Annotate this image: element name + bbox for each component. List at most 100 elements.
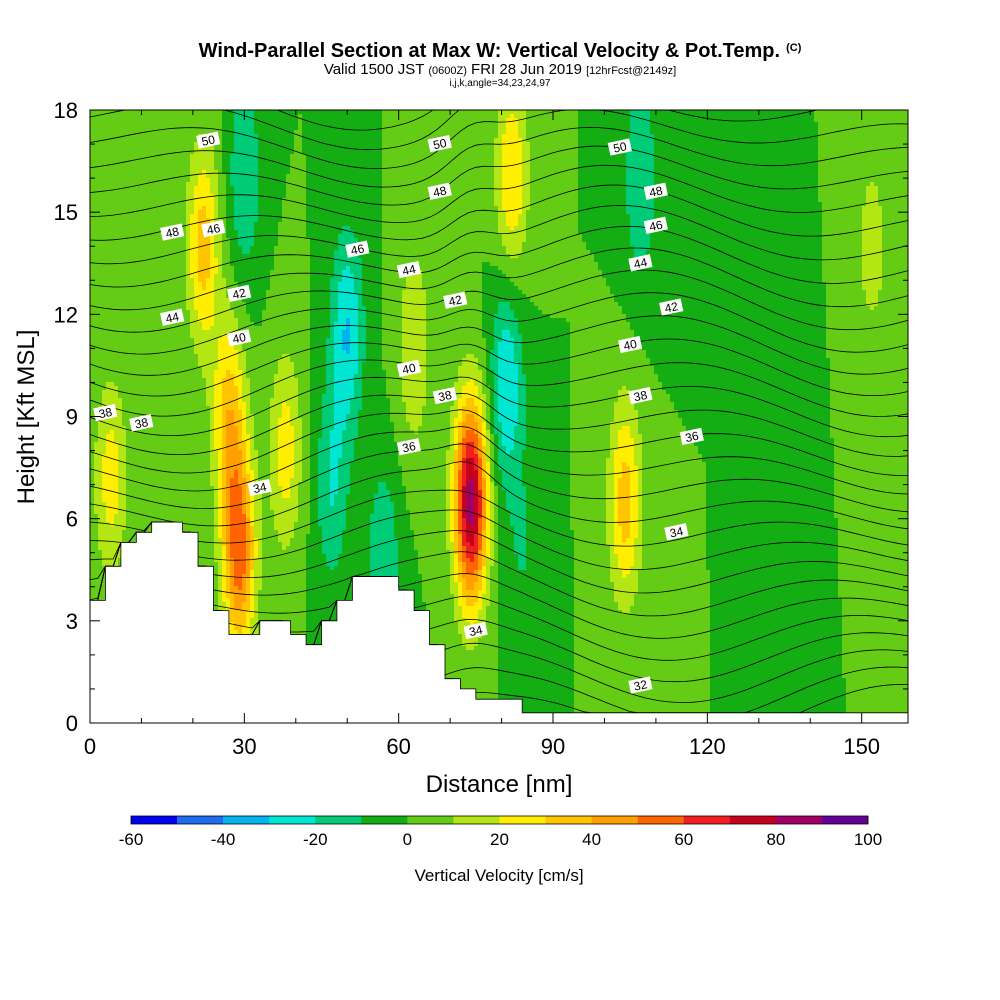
w-cell-3961 — [354, 186, 359, 191]
w-cell-939 — [566, 126, 571, 131]
w-cell-768 — [702, 122, 707, 127]
w-cell-1842 — [898, 142, 903, 147]
w-cell-3016 — [674, 166, 679, 171]
w-cell-1297 — [358, 134, 363, 139]
w-cell-2653 — [862, 158, 867, 163]
w-cell-353 — [682, 114, 687, 119]
w-cell-1138 — [542, 130, 547, 135]
w-cell-4114 — [146, 190, 151, 195]
w-cell-4583 — [382, 198, 387, 203]
w-cell-722 — [518, 122, 523, 127]
w-cell-1639 — [906, 138, 908, 143]
w-cell-557 — [678, 118, 683, 123]
w-cell-2022 — [798, 146, 803, 151]
w-cell-3273 — [882, 170, 887, 175]
w-cell-1891 — [274, 146, 279, 151]
w-cell-2788 — [582, 162, 587, 167]
w-cell-3894 — [906, 182, 908, 187]
w-cell-4943 — [182, 206, 187, 211]
w-cell-2380 — [590, 154, 595, 159]
w-cell-1372 — [658, 134, 663, 139]
w-cell-1417 — [838, 134, 843, 139]
w-cell-1347 — [558, 134, 563, 139]
w-cell-2038 — [862, 146, 867, 151]
w-cell-3259 — [826, 170, 831, 175]
w-cell-633 — [162, 122, 167, 127]
w-cell-1194 — [766, 130, 771, 135]
w-cell-3207 — [618, 170, 623, 175]
w-cell-1212 — [838, 130, 843, 135]
w-cell-1857 — [138, 146, 143, 151]
w-cell-4498 — [862, 194, 867, 199]
w-cell-195 — [870, 110, 875, 115]
w-cell-692 — [398, 122, 403, 127]
w-cell-1426 — [874, 134, 879, 139]
w-cell-443 — [222, 118, 227, 123]
w-cell-2307 — [298, 154, 303, 159]
w-cell-3317 — [238, 174, 243, 179]
w-cell-4048 — [702, 186, 707, 191]
w-cell-4884 — [766, 202, 771, 207]
w-cell-3158 — [422, 170, 427, 175]
w-cell-4882 — [758, 202, 763, 207]
w-cell-1906 — [334, 146, 339, 151]
w-cell-3437 — [718, 174, 723, 179]
w-cell-1757 — [558, 142, 563, 147]
w-cell-3611 — [594, 178, 599, 183]
w-cell-4055 — [730, 186, 735, 191]
w-cell-3926 — [214, 186, 219, 191]
w-cell-2473 — [142, 158, 147, 163]
w-cell-2208 — [722, 150, 727, 155]
w-cell-3796 — [514, 182, 519, 187]
w-cell-181 — [814, 110, 819, 115]
w-cell-726 — [534, 122, 539, 127]
w-cell-1889 — [266, 146, 271, 151]
w-cell-2374 — [566, 154, 571, 159]
w-cell-1876 — [214, 146, 219, 151]
w-cell-1588 — [702, 138, 707, 143]
w-cell-4565 — [310, 198, 315, 203]
w-cell-1982 — [638, 146, 643, 151]
w-cell-4948 — [202, 206, 207, 211]
w-cell-2149 — [486, 150, 491, 155]
w-cell-1981 — [634, 146, 639, 151]
w-cell-4236 — [634, 190, 639, 195]
w-cell-4765 — [290, 202, 295, 207]
w-cell-3110 — [230, 170, 235, 175]
w-cell-2508 — [282, 158, 287, 163]
w-cell-2193 — [662, 150, 667, 155]
w-cell-165 — [750, 110, 755, 115]
w-cell-2682 — [158, 162, 163, 167]
w-cell-4887 — [778, 202, 783, 207]
w-cell-4721 — [114, 202, 119, 207]
w-cell-4374 — [366, 194, 371, 199]
w-cell-3588 — [502, 178, 507, 183]
w-cell-1191 — [754, 130, 759, 135]
w-cell-1974 — [606, 146, 611, 151]
w-cell-3023 — [702, 166, 707, 171]
w-cell-2114 — [346, 150, 351, 155]
w-cell-1380 — [690, 134, 695, 139]
w-cell-3257 — [818, 170, 823, 175]
w-cell-4516 — [114, 198, 119, 203]
w-cell-2826 — [734, 162, 739, 167]
w-cell-542 — [618, 118, 623, 123]
w-cell-4423 — [562, 194, 567, 199]
w-cell-1339 — [526, 134, 531, 139]
w-cell-3771 — [414, 182, 419, 187]
w-cell-4525 — [150, 198, 155, 203]
w-cell-56 — [314, 110, 319, 115]
w-cell-2905 — [230, 166, 235, 171]
w-cell-4759 — [266, 202, 271, 207]
w-cell-2787 — [578, 162, 583, 167]
w-cell-67 — [358, 110, 363, 115]
w-cell-617 — [98, 122, 103, 127]
w-cell-4263 — [742, 190, 747, 195]
w-cell-1750 — [530, 142, 535, 147]
w-cell-2351 — [474, 154, 479, 159]
w-cell-547 — [638, 118, 643, 123]
w-cell-2597 — [638, 158, 643, 163]
w-cell-2040 — [870, 146, 875, 151]
w-cell-4881 — [754, 202, 759, 207]
w-cell-2647 — [838, 158, 843, 163]
